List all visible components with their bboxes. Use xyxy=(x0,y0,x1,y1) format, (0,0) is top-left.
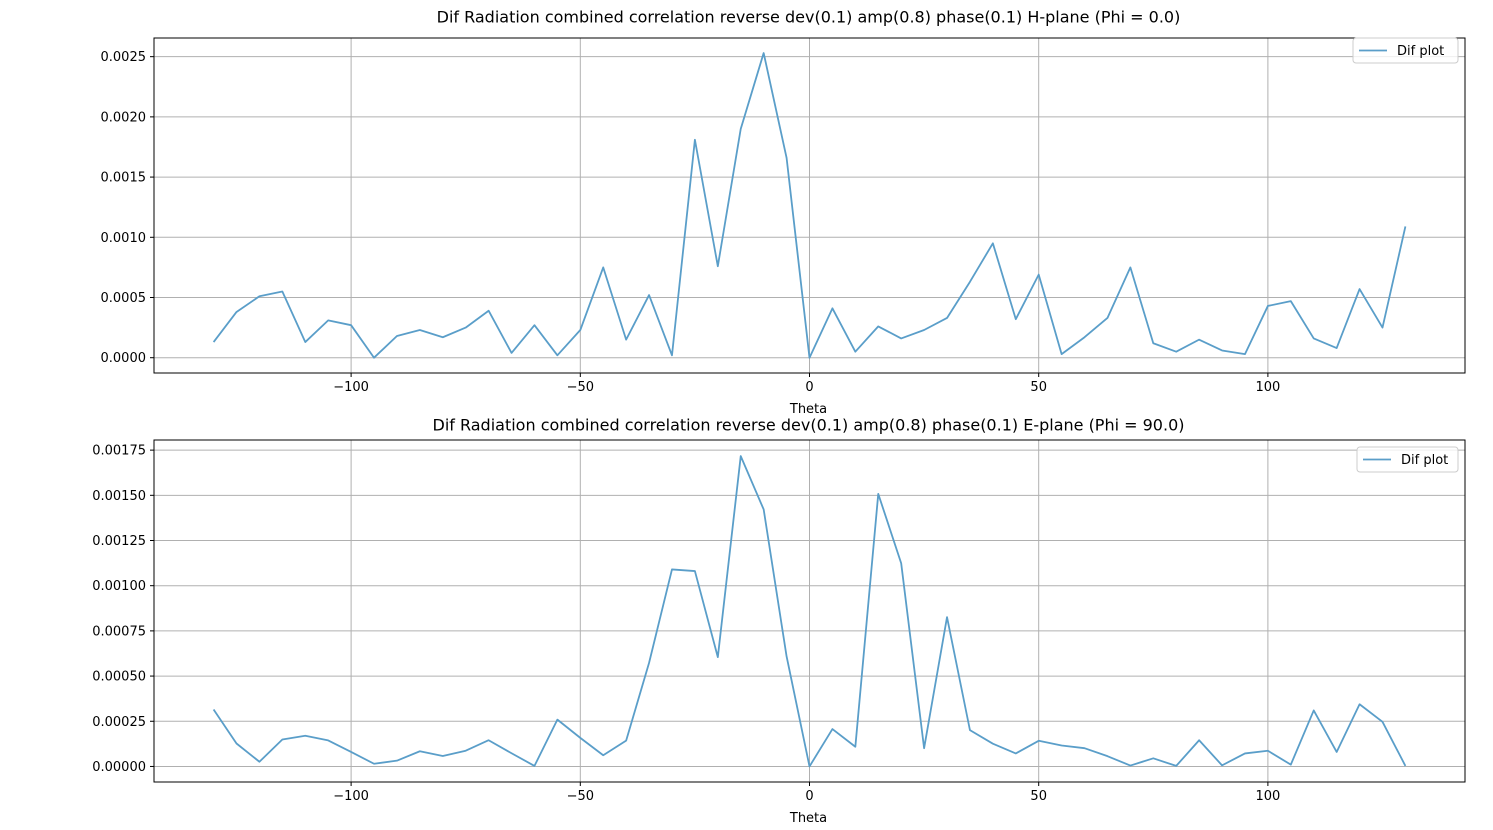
h-plane-y-tick-label: 0.0020 xyxy=(101,110,147,125)
e-plane-ticks: −100 −50 0 50 100 0.00000 0.00025 0.00050 0.0007… xyxy=(92,444,1280,804)
h-plane-chart-title: Dif Radiation combined correlation rever… xyxy=(437,8,1181,27)
e-plane-legend: Dif plot xyxy=(1356,446,1459,473)
h-plane-y-tick-label: 0.0000 xyxy=(101,351,147,366)
h-plane-y-tick-label: 0.0010 xyxy=(101,231,147,246)
e-plane-grid xyxy=(154,440,1465,782)
e-plane-y-tick-label: 0.00050 xyxy=(92,670,146,685)
e-plane-x-axis-label: Theta xyxy=(789,811,827,826)
e-plane-x-tick-label: 50 xyxy=(1030,789,1047,804)
e-plane-y-tick-label: 0.00175 xyxy=(92,444,146,459)
h-plane-x-tick-label: 50 xyxy=(1030,380,1047,395)
h-plane-legend-box xyxy=(1352,37,1459,64)
h-plane-y-tick-label: 0.0015 xyxy=(101,171,147,186)
h-plane-x-tick-label: 0 xyxy=(805,380,813,395)
e-plane-series xyxy=(212,455,1407,768)
e-plane-y-tick-label: 0.00000 xyxy=(92,760,146,775)
h-plane-y-tick-label: 0.0025 xyxy=(101,50,147,65)
e-plane-chart: Dif Radiation combined correlation rever… xyxy=(92,416,1466,826)
e-plane-x-tick-label: 100 xyxy=(1255,789,1280,804)
e-plane-y-tick-label: 0.00125 xyxy=(92,534,146,549)
e-plane-y-tick-label: 0.00075 xyxy=(92,624,146,639)
h-plane-series-line xyxy=(212,52,1407,359)
e-plane-series-line xyxy=(212,455,1407,768)
h-plane-x-axis-label: Theta xyxy=(789,402,827,417)
h-plane-series xyxy=(212,52,1407,359)
h-plane-legend-label: Dif plot xyxy=(1397,44,1444,59)
h-plane-x-tick-label: 100 xyxy=(1255,380,1280,395)
h-plane-x-tick-label: −50 xyxy=(567,380,594,395)
h-plane-grid xyxy=(154,38,1465,373)
h-plane-y-tick-label: 0.0005 xyxy=(101,291,147,306)
e-plane-legend-box xyxy=(1356,446,1459,473)
h-plane-chart: Dif Radiation combined correlation rever… xyxy=(101,8,1466,417)
e-plane-x-tick-label: −50 xyxy=(567,789,594,804)
h-plane-legend: Dif plot xyxy=(1352,37,1459,64)
e-plane-y-tick-label: 0.00150 xyxy=(92,489,146,504)
e-plane-x-tick-label: 0 xyxy=(805,789,813,804)
e-plane-legend-label: Dif plot xyxy=(1401,453,1448,468)
e-plane-y-tick-label: 0.00100 xyxy=(92,579,146,594)
h-plane-ticks: −100 −50 0 50 100 0.0000 0.0005 0.0010 0.0015 0.0… xyxy=(101,50,1281,395)
h-plane-x-tick-label: −100 xyxy=(333,380,369,395)
e-plane-x-tick-label: −100 xyxy=(333,789,369,804)
e-plane-y-tick-label: 0.00025 xyxy=(92,715,146,730)
e-plane-chart-title: Dif Radiation combined correlation rever… xyxy=(433,416,1185,435)
